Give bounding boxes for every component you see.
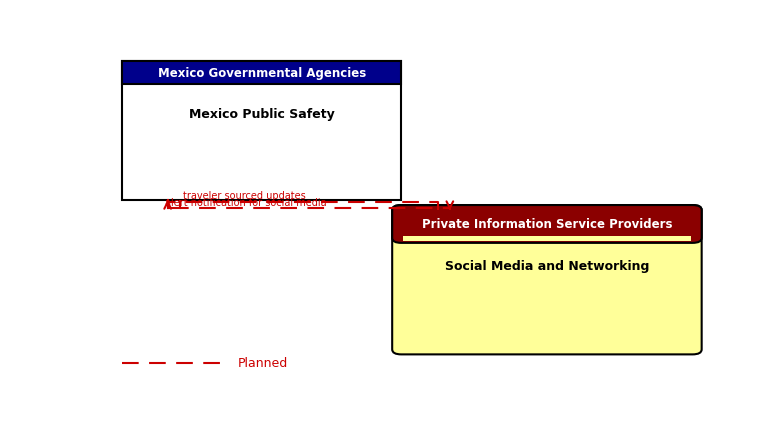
Text: Social Media and Networking: Social Media and Networking: [445, 260, 649, 273]
Text: Mexico Public Safety: Mexico Public Safety: [189, 108, 334, 120]
Bar: [122, 61, 402, 200]
FancyBboxPatch shape: [392, 206, 702, 355]
Text: traveler sourced updates: traveler sourced updates: [183, 190, 305, 200]
Text: Mexico Governmental Agencies: Mexico Governmental Agencies: [157, 67, 366, 80]
Bar: [403, 237, 691, 242]
Text: Planned: Planned: [237, 356, 287, 369]
Text: Private Information Service Providers: Private Information Service Providers: [422, 218, 672, 231]
Bar: [122, 61, 402, 85]
FancyBboxPatch shape: [392, 206, 702, 243]
Text: alert notification for social media: alert notification for social media: [164, 198, 327, 208]
Bar: [403, 223, 691, 238]
